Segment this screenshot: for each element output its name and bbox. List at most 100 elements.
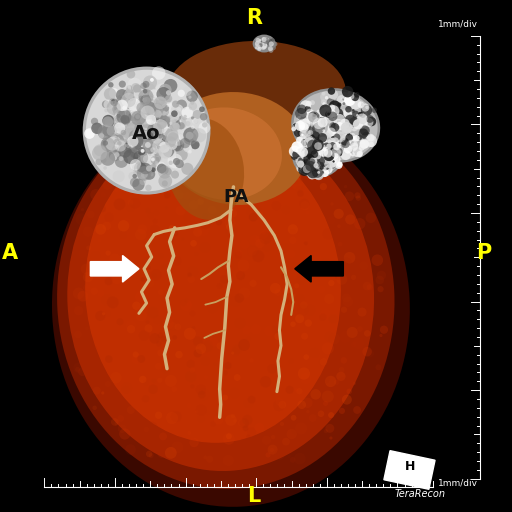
Circle shape [151, 145, 162, 156]
Circle shape [119, 80, 126, 88]
Circle shape [314, 170, 324, 180]
Circle shape [158, 144, 173, 159]
Circle shape [262, 37, 265, 40]
Circle shape [150, 113, 154, 117]
Circle shape [354, 193, 360, 199]
Circle shape [205, 411, 210, 415]
Circle shape [315, 167, 324, 176]
Circle shape [334, 114, 345, 124]
Text: TeraRecon: TeraRecon [395, 489, 445, 499]
Circle shape [141, 171, 148, 178]
Circle shape [321, 99, 326, 105]
Circle shape [298, 147, 308, 157]
Circle shape [161, 127, 172, 138]
Circle shape [148, 134, 152, 138]
Circle shape [143, 112, 155, 123]
Circle shape [134, 119, 149, 134]
Circle shape [175, 117, 187, 130]
Circle shape [181, 163, 194, 175]
Circle shape [339, 98, 347, 105]
Circle shape [343, 296, 353, 307]
Circle shape [300, 148, 311, 160]
Circle shape [130, 178, 139, 187]
Circle shape [143, 133, 149, 139]
Circle shape [168, 161, 173, 165]
Circle shape [252, 250, 264, 262]
Circle shape [273, 400, 285, 411]
Circle shape [136, 105, 145, 114]
Circle shape [103, 166, 107, 170]
Circle shape [307, 134, 315, 143]
Circle shape [77, 291, 89, 302]
Circle shape [101, 137, 115, 152]
Circle shape [136, 98, 151, 113]
Circle shape [150, 103, 163, 116]
Circle shape [180, 300, 187, 306]
Circle shape [298, 116, 301, 118]
Circle shape [185, 298, 188, 303]
Circle shape [139, 179, 146, 185]
Circle shape [302, 163, 306, 166]
Circle shape [120, 115, 129, 123]
Circle shape [351, 94, 359, 101]
Circle shape [326, 159, 336, 169]
Circle shape [132, 148, 138, 153]
Circle shape [136, 129, 148, 141]
Circle shape [153, 116, 163, 126]
Circle shape [257, 46, 261, 50]
Circle shape [161, 102, 175, 116]
Circle shape [143, 116, 150, 122]
Circle shape [178, 140, 181, 143]
Circle shape [158, 450, 166, 458]
Circle shape [121, 130, 126, 135]
Circle shape [312, 139, 324, 151]
Circle shape [286, 249, 295, 259]
Ellipse shape [164, 92, 308, 205]
Circle shape [307, 113, 310, 116]
Circle shape [233, 419, 237, 423]
Circle shape [161, 111, 166, 116]
Circle shape [125, 139, 138, 153]
Circle shape [345, 191, 354, 201]
Circle shape [308, 131, 321, 143]
Circle shape [216, 219, 222, 225]
Circle shape [226, 224, 232, 230]
Text: PA: PA [223, 188, 249, 206]
Circle shape [172, 134, 184, 146]
Circle shape [340, 119, 350, 128]
Circle shape [315, 162, 321, 168]
Circle shape [342, 136, 346, 140]
Circle shape [162, 296, 169, 303]
Circle shape [115, 155, 128, 168]
Circle shape [280, 422, 284, 426]
Circle shape [127, 94, 135, 101]
Circle shape [203, 151, 210, 158]
Circle shape [136, 114, 151, 130]
Circle shape [319, 122, 323, 125]
Circle shape [350, 133, 356, 139]
Circle shape [135, 92, 139, 96]
Circle shape [236, 250, 243, 257]
Circle shape [157, 378, 162, 383]
Circle shape [310, 168, 318, 177]
Circle shape [331, 136, 335, 140]
Circle shape [133, 168, 142, 178]
Circle shape [133, 351, 139, 358]
Text: L: L [247, 485, 261, 506]
Circle shape [150, 131, 163, 143]
FancyArrow shape [295, 255, 344, 282]
Circle shape [190, 140, 200, 150]
Circle shape [316, 148, 324, 156]
Circle shape [126, 143, 130, 148]
Circle shape [192, 326, 195, 330]
Circle shape [316, 145, 323, 152]
Circle shape [146, 104, 159, 117]
Circle shape [196, 162, 200, 166]
Circle shape [224, 362, 231, 369]
Circle shape [151, 104, 163, 117]
Circle shape [248, 396, 255, 403]
Circle shape [140, 132, 150, 142]
Circle shape [310, 161, 314, 165]
Circle shape [335, 162, 343, 169]
Circle shape [94, 144, 105, 156]
